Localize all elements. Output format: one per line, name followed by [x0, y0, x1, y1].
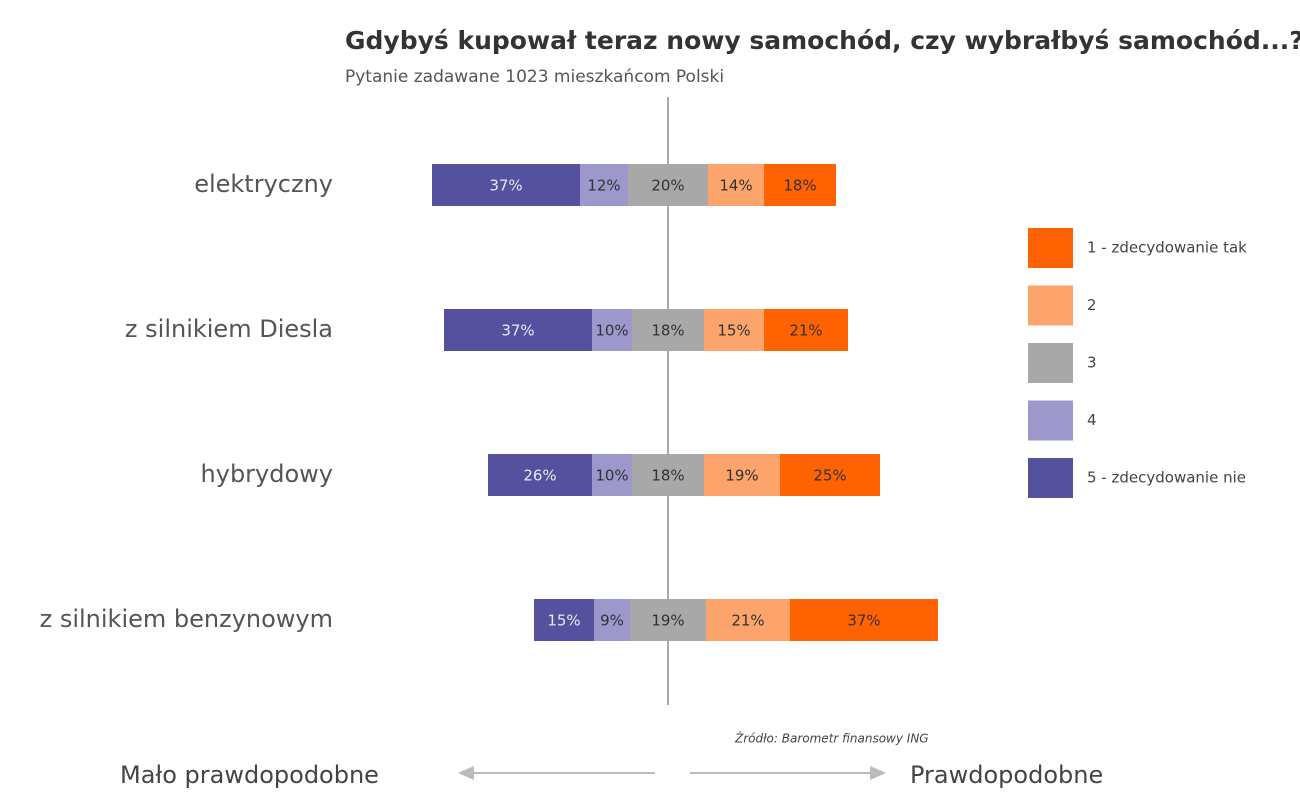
bar-segment: [780, 454, 880, 496]
legend-label: 2: [1087, 296, 1097, 314]
value-label: 10%: [595, 467, 628, 485]
legend-label: 4: [1087, 411, 1097, 429]
value-label: 26%: [523, 467, 556, 485]
bar-segment: [764, 164, 836, 206]
value-label: 21%: [789, 322, 822, 340]
bar-segment: [704, 454, 780, 496]
chart-subtitle: Pytanie zadawane 1023 mieszkańcom Polski: [345, 67, 724, 87]
left-label: Mało prawdopodobne: [120, 761, 379, 789]
value-label: 19%: [651, 612, 684, 630]
legend-label: 3: [1087, 354, 1097, 372]
value-label: 18%: [651, 322, 684, 340]
value-label: 19%: [725, 467, 758, 485]
legend-label: 1 - zdecydowanie tak: [1087, 239, 1247, 257]
value-label: 14%: [719, 177, 752, 195]
left-arrow-head: [458, 766, 474, 780]
legend-swatch: [1028, 343, 1073, 383]
value-label: 37%: [489, 177, 522, 195]
legend-swatch: [1028, 228, 1073, 268]
value-label: 15%: [547, 612, 580, 630]
bar-segment: [432, 164, 580, 206]
value-label: 18%: [783, 177, 816, 195]
bar-segment: [534, 599, 594, 641]
value-label: 25%: [813, 467, 846, 485]
value-label: 37%: [847, 612, 880, 630]
value-label: 21%: [731, 612, 764, 630]
bar-segment: [594, 599, 630, 641]
source: Źródło: Barometr finansowy ING: [734, 731, 929, 746]
value-label: 12%: [587, 177, 620, 195]
bar-segment: [708, 164, 764, 206]
bar-segment: [764, 309, 848, 351]
category-label: z silnikiem benzynowym: [40, 605, 333, 633]
bar-segment: [706, 599, 790, 641]
value-label: 18%: [651, 467, 684, 485]
bar-segment: [790, 599, 938, 641]
legend-swatch: [1028, 400, 1073, 441]
bar-segment: [488, 454, 592, 496]
legend-label: 5 - zdecydowanie nie: [1087, 469, 1246, 487]
bar-segment: [630, 599, 706, 641]
bar-segment: [632, 309, 704, 351]
value-label: 37%: [501, 322, 534, 340]
legend-swatch: [1028, 458, 1073, 498]
right-arrow-head: [870, 766, 886, 780]
bar-segment: [580, 164, 628, 206]
value-label: 10%: [595, 322, 628, 340]
chart-title: Gdybyś kupował teraz nowy samochód, czy …: [345, 26, 1300, 55]
value-label: 20%: [651, 177, 684, 195]
bar-segment: [592, 454, 632, 496]
bar-segment: [592, 309, 632, 351]
bar-segment: [444, 309, 592, 351]
value-label: 9%: [600, 612, 624, 630]
bar-segment: [632, 454, 704, 496]
right-label: Prawdopodobne: [910, 761, 1103, 789]
bar-segment: [628, 164, 708, 206]
value-label: 15%: [717, 322, 750, 340]
legend-swatch: [1028, 285, 1073, 326]
category-label: elektryczny: [194, 170, 333, 198]
category-label: hybrydowy: [201, 460, 333, 488]
bar-segment: [704, 309, 764, 351]
category-label: z silnikiem Diesla: [125, 315, 333, 343]
